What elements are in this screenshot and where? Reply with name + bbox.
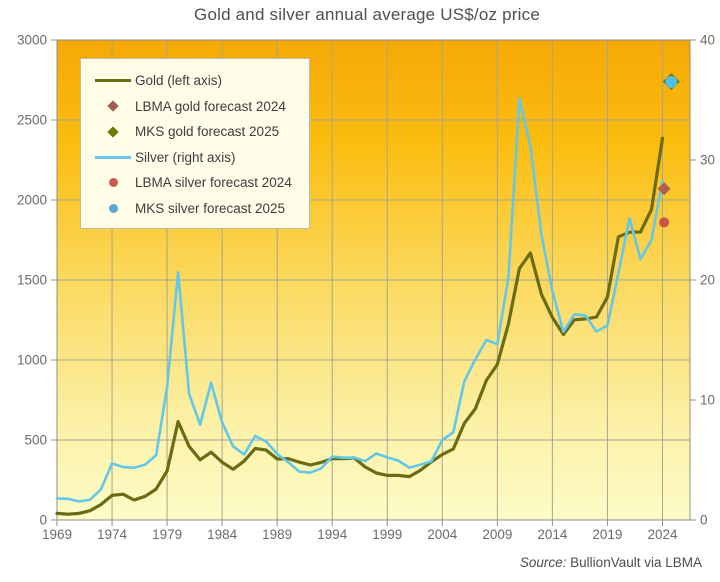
y-right-tick-label: 20	[700, 273, 715, 288]
legend-label: MKS silver forecast 2025	[135, 200, 286, 216]
legend-swatch-line	[91, 155, 135, 159]
legend-swatch-diamond	[91, 126, 135, 138]
legend-label: Gold (left axis)	[135, 73, 223, 89]
x-tick-label: 1974	[97, 527, 128, 542]
legend-item: LBMA silver forecast 2024	[91, 170, 303, 196]
source-note: Source: BullionVault via LBMA	[520, 555, 702, 570]
y-right-tick-label: 30	[700, 153, 715, 168]
legend-swatch-diamond	[91, 100, 135, 112]
legend-label: Silver (right axis)	[135, 149, 236, 165]
y-right-tick-label: 40	[700, 33, 715, 48]
y-right-tick-label: 0	[700, 513, 708, 528]
y-left-tick-label: 500	[24, 433, 47, 448]
mks-silver-forecast-2025-marker	[665, 76, 678, 88]
x-tick-label: 2004	[427, 527, 458, 542]
legend-label: MKS gold forecast 2025	[135, 124, 280, 140]
y-left-tick-label: 1500	[17, 273, 47, 288]
y-left-tick-label: 2000	[17, 193, 47, 208]
diamond-marker-icon	[107, 100, 119, 112]
chart-title: Gold and silver annual average US$/oz pr…	[194, 5, 540, 24]
y-left-tick-label: 0	[39, 513, 47, 528]
source-text: BullionVault via LBMA	[566, 555, 702, 570]
legend-swatch-line	[91, 79, 135, 83]
silver-line	[55, 97, 664, 503]
x-tick-label: 2009	[482, 527, 512, 542]
y-left-tick-label: 2500	[17, 113, 47, 128]
x-tick-label: 2019	[592, 527, 622, 542]
legend-swatch-circle	[91, 178, 135, 188]
x-tick-label: 2024	[647, 527, 678, 542]
x-tick-label: 1989	[262, 527, 292, 542]
circle-marker-icon	[108, 178, 118, 188]
line-marker-icon	[95, 155, 131, 159]
legend-item: LBMA gold forecast 2024	[91, 94, 303, 120]
legend-label: LBMA silver forecast 2024	[135, 175, 292, 191]
legend: Gold (left axis) LBMA gold forecast 2024 M…	[80, 58, 310, 229]
legend-item: MKS gold forecast 2025	[91, 119, 303, 145]
legend-item: MKS silver forecast 2025	[91, 196, 303, 222]
circle-marker-icon	[108, 203, 118, 213]
x-tick-label: 1969	[42, 527, 72, 542]
x-tick-label: 1984	[207, 527, 238, 542]
legend-swatch-circle	[91, 203, 135, 213]
legend-label: LBMA gold forecast 2024	[135, 98, 286, 114]
y-left-tick-label: 1000	[17, 353, 47, 368]
lbma-gold-forecast-2024-marker	[657, 182, 671, 196]
x-tick-label: 1999	[372, 527, 402, 542]
diamond-marker-icon	[107, 126, 119, 138]
gold-line	[55, 136, 665, 516]
x-tick-label: 1979	[152, 527, 182, 542]
x-tick-label: 1994	[317, 527, 348, 542]
legend-item: Gold (left axis)	[91, 68, 303, 94]
source-prefix: Source:	[519, 555, 567, 570]
lbma-silver-forecast-2024-marker	[659, 217, 670, 228]
y-left-tick-label: 3000	[17, 33, 47, 48]
legend-item: Silver (right axis)	[91, 145, 303, 171]
line-marker-icon	[95, 79, 131, 83]
y-right-tick-label: 10	[700, 393, 715, 408]
x-tick-label: 2014	[537, 527, 568, 542]
